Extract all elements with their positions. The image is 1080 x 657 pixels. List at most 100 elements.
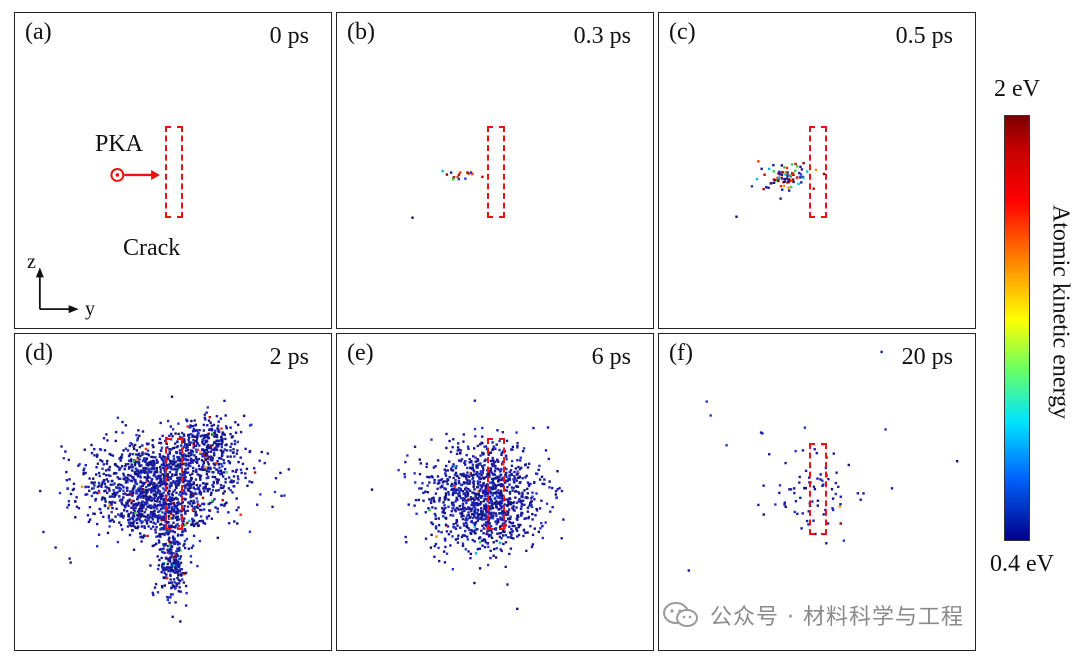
atom-dot [463,497,466,501]
atom-dot [145,490,148,493]
atom-dot [144,518,147,522]
atom-dot [213,447,216,450]
atom-dot [146,502,149,505]
atom-dot [176,445,179,448]
atom-dot [215,478,218,481]
atom-dot [137,471,141,474]
atom-dot [482,468,485,472]
atom-dot [471,516,475,520]
atom-dot [177,422,180,425]
atom-dot [479,495,482,498]
atom-dot [96,462,100,465]
atom-dot [192,486,195,490]
atom-dot [500,549,503,553]
atom-dot [160,532,163,536]
atom-dot [146,474,149,478]
atom-dot [508,531,512,534]
atom-dot [134,480,137,484]
atom-dot [161,481,165,484]
atom-dot [192,444,195,447]
atom-dot [187,484,190,487]
atom-dot [168,525,172,529]
atom-dot [414,498,418,502]
atom-dot [135,482,139,486]
atom-dot [955,460,959,463]
atom-dot [123,509,126,512]
pka-label: PKA [95,131,144,157]
atom-dot [105,486,109,489]
atom-dot [223,503,227,506]
atom-dot [170,545,174,549]
atom-dot [154,475,158,479]
atom-dot [453,526,456,529]
atom-dot [165,573,168,576]
atom-dot [513,470,516,474]
atom-dot [496,475,499,478]
atom-dot [460,458,464,461]
atom-dot [192,446,195,449]
atom-dot [159,523,162,526]
atom-dot [167,524,171,527]
atom-dot [154,494,157,497]
atom-dot [457,476,461,480]
atom-dot [516,441,519,445]
atom-dot [444,523,448,526]
atom-dot [160,496,163,499]
atom-dot [124,506,127,509]
atom-dot [788,174,791,177]
atom-dot [166,533,170,536]
panel-time: 0 ps [269,23,309,49]
atom-dot [132,445,135,448]
atom-dot [160,516,164,519]
atom-dot [186,521,189,525]
atom-dot [780,177,784,180]
atom-dot [114,472,118,475]
atom-dot [220,462,223,466]
atom-dot [451,469,455,472]
atom-dot [484,503,488,506]
atom-dot [197,464,201,467]
atom-dot [174,516,178,519]
atom-dot [136,475,140,478]
atom-dot [162,458,165,461]
atom-dot [461,502,465,506]
atom-dot [139,515,142,519]
atom-dot [126,493,129,497]
atom-dot [777,179,780,183]
atom-dot [184,457,187,460]
atom-dot [444,494,448,497]
atom-dot [530,497,533,500]
atom-dot [438,499,441,503]
atom-dot [514,490,518,493]
atom-dot [500,453,503,456]
atom-dot [221,486,225,490]
atom-dot [141,500,144,503]
atom-dot [191,466,195,470]
atom-dot [503,481,507,484]
atom-dot [182,433,186,436]
atom-dot [138,507,141,511]
atom-dot [235,497,238,500]
atom-dot [131,465,134,469]
atom-dot [205,411,208,414]
atom-dot [816,499,820,502]
atom-dot [497,483,500,487]
atom-dot [113,491,116,494]
atom-dot [177,590,181,593]
atom-dot [233,439,237,443]
atom-dot [170,548,173,551]
atom-dot [222,484,225,488]
atom-dot [198,539,202,543]
atom-dot [175,491,178,495]
atom-dot [198,467,201,471]
atom-dot [459,512,462,515]
atom-dot [112,483,115,486]
atom-dot [179,561,183,565]
atom-dot [494,486,497,490]
atom-dot [141,471,145,474]
atom-dot [141,430,145,433]
atom-dot [66,487,69,491]
atom-dot [167,498,170,502]
atom-dot [143,494,146,498]
atom-dot [450,468,453,472]
